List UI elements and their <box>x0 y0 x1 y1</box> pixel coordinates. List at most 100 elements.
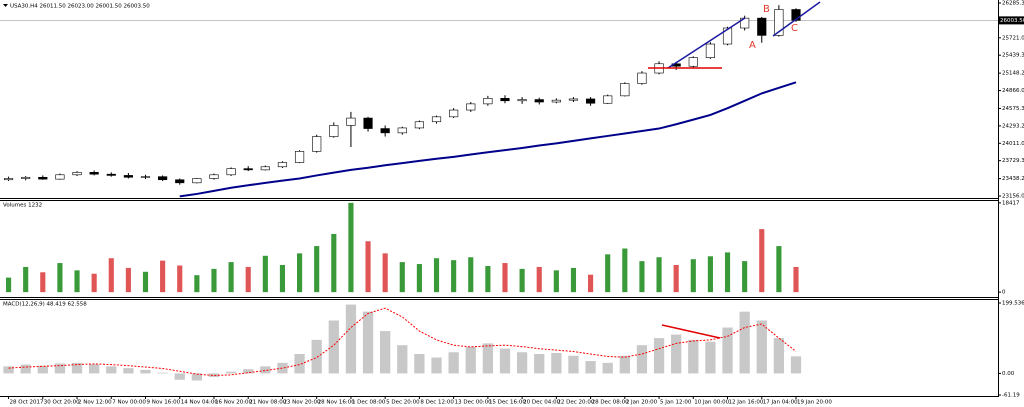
macd-bar <box>260 366 271 374</box>
trendline <box>667 17 746 69</box>
y-tick-label: 24011.05 <box>1002 141 1024 147</box>
volume-bar <box>108 258 114 293</box>
y-tick-label: 23438.20 <box>1002 176 1024 182</box>
volume-bar <box>382 253 388 293</box>
volume-bar <box>314 246 320 293</box>
macd-bar <box>71 362 83 374</box>
y-tick-label: 25439.35 <box>1002 53 1024 59</box>
volume-title: Volumes 1232 <box>3 203 42 209</box>
candle-body <box>791 9 801 21</box>
candle-body <box>722 27 733 45</box>
candle-body <box>140 176 151 178</box>
volume-bar <box>399 262 405 293</box>
x-tick-label: 12 Jan 16:00 <box>729 400 764 406</box>
volume-bar <box>365 241 371 293</box>
volume-bar <box>605 254 611 293</box>
volume-bar <box>656 257 662 293</box>
volume-bar <box>570 267 577 293</box>
volume-bar <box>690 259 696 293</box>
volume-bar <box>485 265 491 293</box>
candle-body <box>431 116 442 123</box>
candle-body <box>500 98 510 102</box>
volume-bar <box>536 266 542 293</box>
y-tick-label: 24575.35 <box>1002 106 1024 112</box>
candle-body <box>123 175 133 178</box>
candle-body <box>620 83 630 97</box>
macd-bar <box>585 361 596 374</box>
dropdown-icon[interactable] <box>3 4 8 7</box>
candle-body <box>414 121 424 129</box>
x-tick-label: 15 Dec 16:00 <box>489 400 526 406</box>
trendline <box>772 1 821 37</box>
macd-bar <box>568 355 579 374</box>
macd-bar <box>106 366 117 374</box>
annotation: B <box>763 4 770 15</box>
macd-bar <box>653 338 665 374</box>
macd-bar <box>37 365 48 374</box>
volume-bar <box>5 277 12 293</box>
macd-bar <box>294 354 305 374</box>
macd-bar <box>602 362 613 374</box>
volume-bar <box>245 266 251 293</box>
macd-bar <box>465 346 476 374</box>
annotation: A <box>749 40 756 51</box>
volume-bar <box>23 266 29 293</box>
candle-body <box>637 72 647 84</box>
macd-bar <box>397 345 408 374</box>
candle-body <box>586 98 596 104</box>
candle-body <box>466 103 476 111</box>
y-tick-label: 0 <box>1002 290 1006 296</box>
candle-body <box>329 125 339 137</box>
candle-body <box>106 173 116 176</box>
macd-title: MACD(12,26,9) 48.419 62.558 <box>3 302 87 308</box>
candle-body <box>72 172 82 176</box>
volume-bar <box>553 270 559 293</box>
volume-bar <box>742 261 748 293</box>
volume-bar <box>211 268 217 293</box>
candle-body <box>158 176 168 181</box>
macd-bar <box>20 364 31 374</box>
macd-bar <box>636 345 648 374</box>
macd-bar <box>208 373 220 377</box>
candle-body <box>192 178 202 184</box>
volume-bar <box>40 272 46 293</box>
macd-bar <box>123 368 134 374</box>
macd-bar <box>380 331 391 374</box>
divergence-line <box>661 324 721 339</box>
x-tick-label: 2 Nov 12:00 <box>78 400 112 406</box>
macd-bar <box>516 352 528 374</box>
macd-bar <box>174 373 185 380</box>
volume-bar <box>793 266 799 293</box>
x-tick-label: 20 Dec 04:00 <box>523 400 560 406</box>
current-price-box <box>998 16 1024 25</box>
macd-bar <box>157 372 168 374</box>
macd-bar <box>277 362 288 374</box>
macd-bar <box>499 348 511 374</box>
moving-average <box>179 81 797 198</box>
x-tick-label: 28 Dec 08:00 <box>592 400 629 406</box>
volume-bar <box>622 248 628 293</box>
volume-bar <box>142 271 149 293</box>
macd-bar <box>448 352 459 374</box>
candle-body <box>551 99 561 103</box>
macd-bar <box>534 354 545 374</box>
x-tick-label: 19 Jan 20:00 <box>797 400 832 406</box>
candle-body <box>3 178 14 181</box>
main-title: USA30.H4 26011.50 26023.00 26001.50 2600… <box>10 4 150 10</box>
x-tick-label: 28 Nov 16:00 <box>318 400 356 406</box>
macd-bar <box>482 343 494 374</box>
x-tick-label: 30 Oct 20:00 <box>44 400 80 406</box>
x-tick-label: 1 Dec 08:00 <box>352 400 386 406</box>
candle-body <box>21 176 31 179</box>
macd-bar <box>619 355 630 374</box>
x-tick-label: 9 Nov 16:00 <box>147 400 181 406</box>
candle-body <box>209 174 219 179</box>
volume-bar <box>519 268 525 293</box>
candle-body <box>380 128 390 134</box>
candle-body <box>346 117 356 126</box>
candle-body <box>89 172 99 175</box>
candle-body <box>243 168 253 171</box>
